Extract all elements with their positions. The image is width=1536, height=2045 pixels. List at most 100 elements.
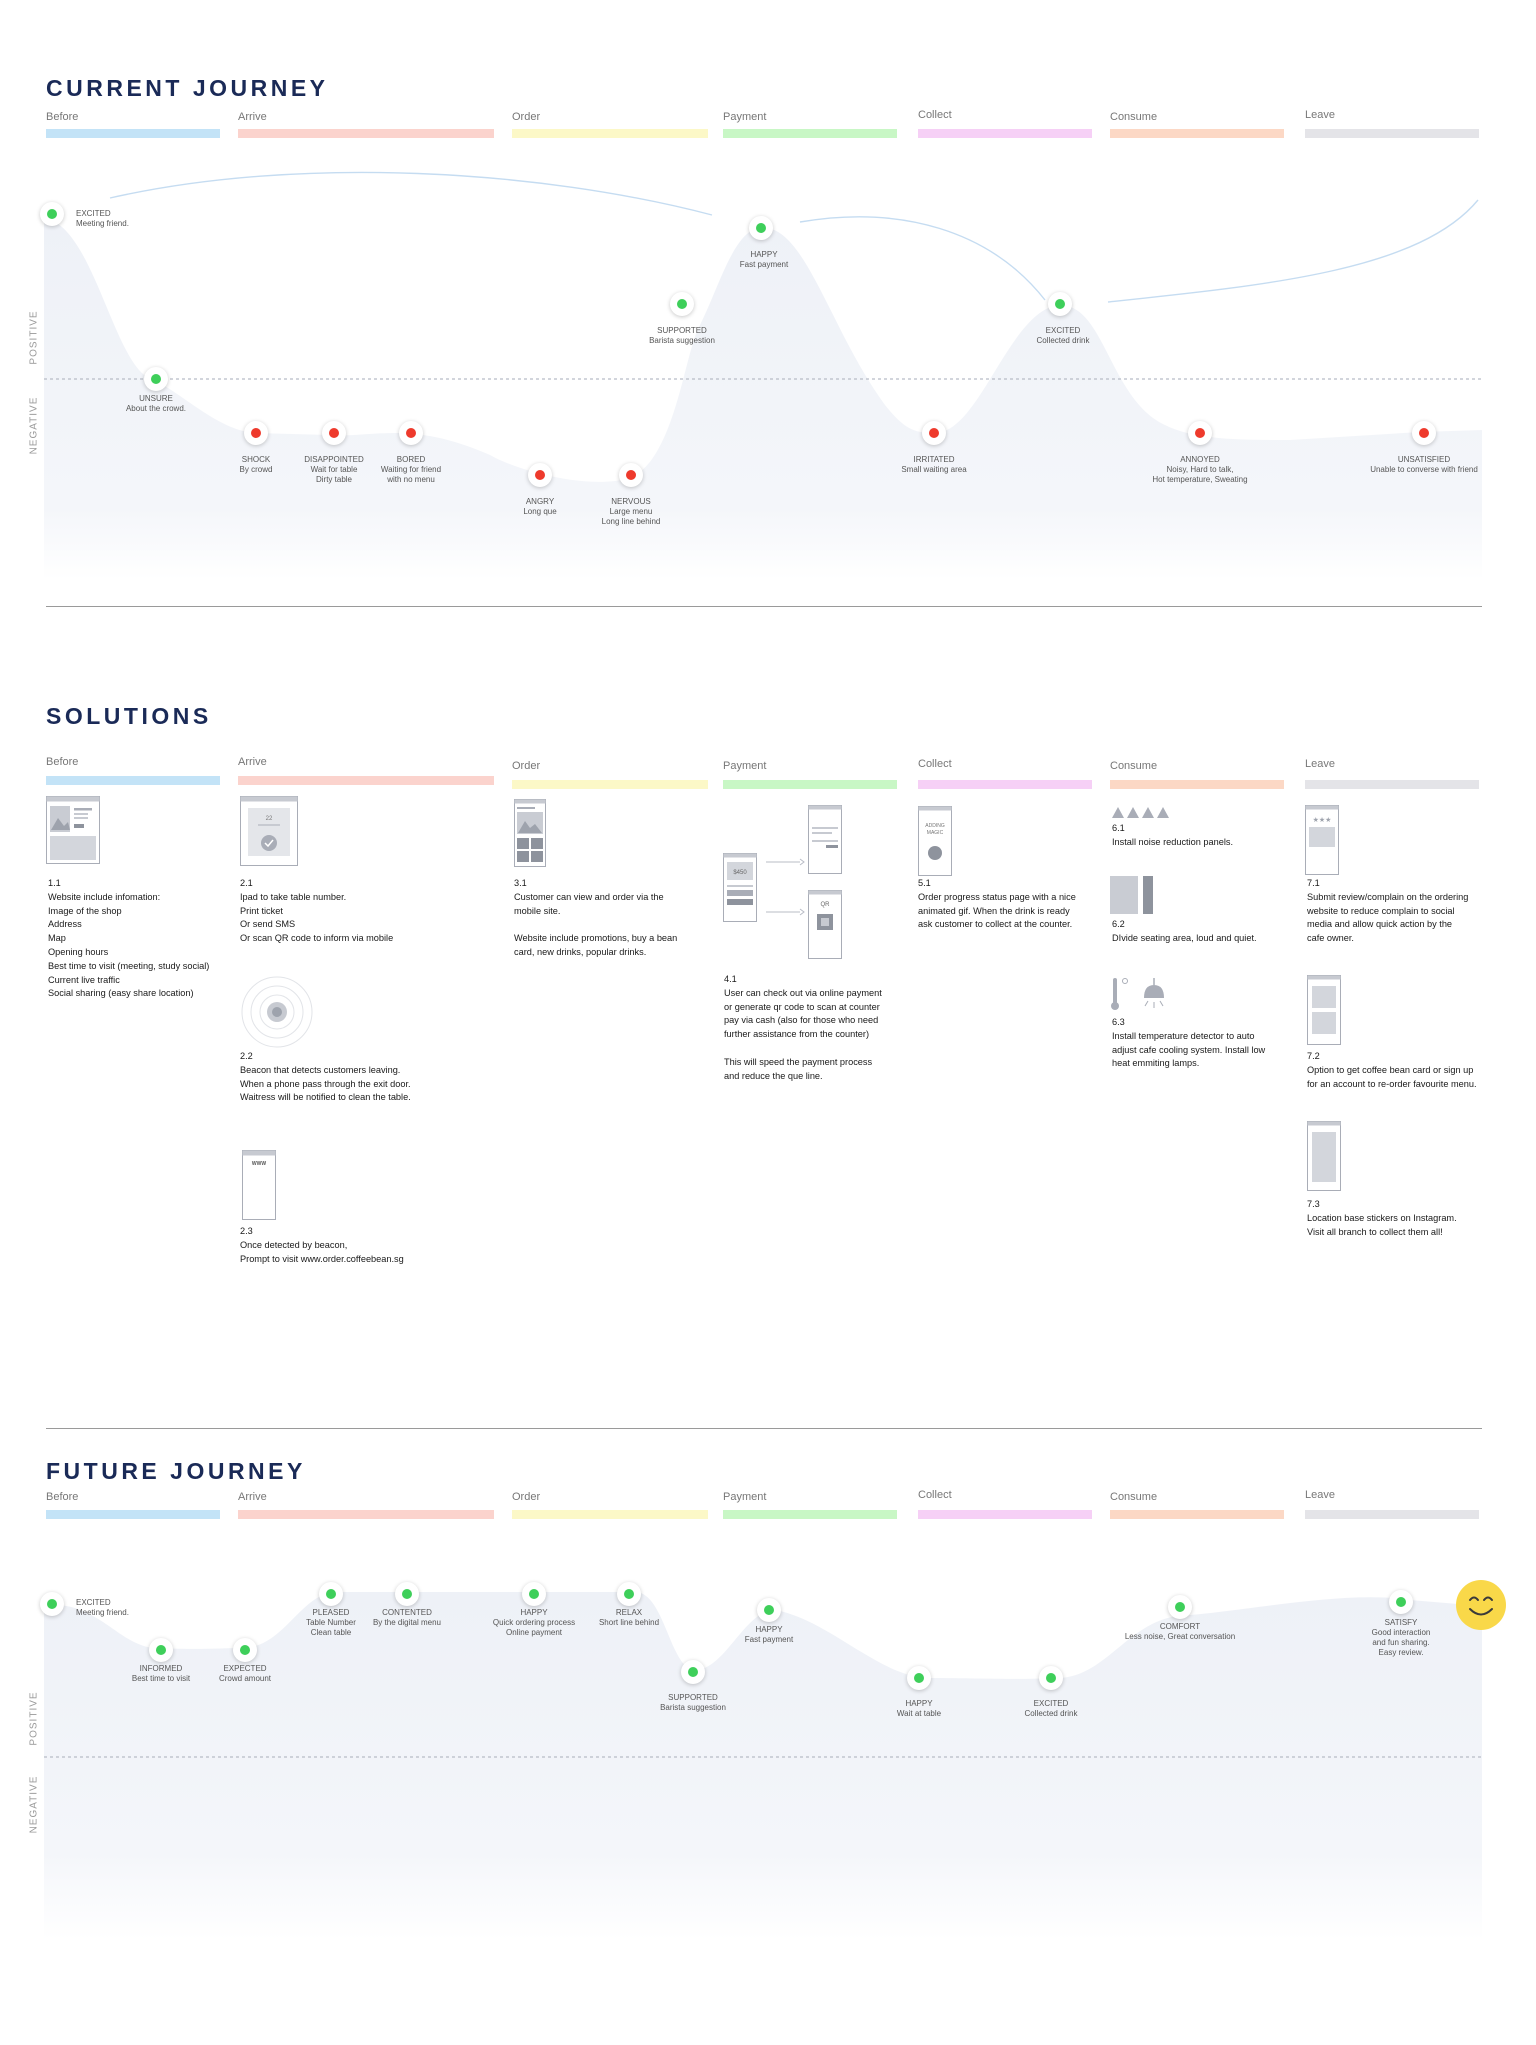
- ticket-number: 22: [266, 816, 273, 822]
- future-point-label: EXCITED Meeting friend.: [76, 1598, 129, 1617]
- stage-label-before: Before: [46, 1491, 79, 1503]
- future-point-label: RELAX Short line behind: [598, 1608, 660, 1627]
- current-axis-positive: POSITIVE: [28, 310, 40, 365]
- order-progress-wireframe-icon: ADDING MAGIC: [918, 806, 952, 876]
- current-ideal-line-2: [799, 216, 1046, 301]
- stage-label-before: Before: [46, 111, 79, 123]
- current-point: [322, 421, 346, 445]
- stage-label-order: Order: [512, 111, 541, 123]
- future-journey-curve: [44, 1592, 1482, 1940]
- solution-4-1: 4.1 User can check out via online paymen…: [724, 974, 882, 1081]
- stage-label-arrive: Arrive: [238, 111, 267, 123]
- solution-2-3: 2.3 Once detected by beacon, Prompt to v…: [240, 1226, 404, 1264]
- future-point: [522, 1582, 546, 1606]
- current-journey-title: CURRENT JOURNEY: [46, 75, 329, 101]
- future-point-label: EXPECTED Crowd amount: [218, 1664, 272, 1683]
- stage-bar-leave: [1305, 780, 1479, 789]
- future-point-label: CONTENTED By the digital menu: [372, 1608, 442, 1627]
- future-point: [757, 1598, 781, 1622]
- future-point-label: HAPPY Wait at table: [896, 1699, 942, 1718]
- stage-bar-arrive: [238, 776, 494, 785]
- stage-label-leave: Leave: [1305, 1489, 1335, 1501]
- future-point: [907, 1666, 931, 1690]
- stage-bar-collect: [918, 1510, 1092, 1519]
- stage-bar-order: [512, 1510, 708, 1519]
- stage-label-order: Order: [512, 760, 541, 772]
- current-point: [1412, 421, 1436, 445]
- current-point: [399, 421, 423, 445]
- solution-7-3: 7.3 Location base stickers on Instagram.…: [1307, 1199, 1457, 1237]
- future-point: [1039, 1666, 1063, 1690]
- stage-label-order: Order: [512, 1491, 541, 1503]
- current-axis-negative: NEGATIVE: [28, 396, 40, 455]
- stage-bar-consume: [1110, 1510, 1284, 1519]
- future-point: [233, 1638, 257, 1662]
- current-point: [922, 421, 946, 445]
- current-point-label: SUPPORTED Barista suggestion: [649, 326, 715, 345]
- stage-label-payment: Payment: [723, 760, 767, 772]
- current-point-label: IRRITATED Small waiting area: [901, 455, 967, 474]
- future-curve-area: [44, 1592, 1482, 1940]
- stage-bar-collect: [918, 129, 1092, 138]
- future-axis-negative: NEGATIVE: [28, 1775, 40, 1834]
- stage-label-leave: Leave: [1305, 758, 1335, 770]
- seating-divider-icon: [1110, 876, 1153, 914]
- qr-label: QR: [821, 902, 831, 908]
- current-point: [1188, 421, 1212, 445]
- current-point-label: SHOCK By crowd: [239, 455, 273, 474]
- solution-5-1: 5.1 Order progress status page with a ni…: [918, 878, 1076, 930]
- www-label: WWW: [252, 1161, 266, 1167]
- future-point-label: HAPPY Fast payment: [744, 1625, 794, 1644]
- stage-bar-order: [512, 129, 708, 138]
- stage-label-collect: Collect: [918, 1489, 952, 1501]
- current-point: [40, 202, 64, 226]
- current-point: [528, 463, 552, 487]
- temperature-lamp-icon: [1111, 978, 1164, 1010]
- website-wireframe-icon: [46, 796, 100, 864]
- stage-label-payment: Payment: [723, 111, 767, 123]
- solution-6-1: 6.1 Install noise reduction panels.: [1112, 823, 1234, 847]
- stage-label-before: Before: [46, 756, 79, 768]
- future-point-label: COMFORT Less noise, Great conversation: [1124, 1622, 1236, 1641]
- solution-3-1: 3.1 Customer can view and order via the …: [514, 878, 678, 957]
- stage-label-payment: Payment: [723, 1491, 767, 1503]
- stage-bar-order: [512, 780, 708, 789]
- current-journey-curve: [44, 171, 1482, 580]
- future-point-label: INFORMED Best time to visit: [131, 1664, 191, 1683]
- current-point: [244, 421, 268, 445]
- solution-2-2: 2.2 Beacon that detects customers leavin…: [240, 1051, 411, 1103]
- solution-6-2: 6.2 DIvide seating area, loud and quiet.: [1112, 919, 1257, 943]
- ipad-wireframe-icon: 22: [240, 796, 298, 866]
- review-wireframe-icon: ★★★: [1305, 805, 1339, 875]
- future-point: [1389, 1590, 1413, 1614]
- bean-card-wireframe-icon: [1307, 975, 1341, 1045]
- stage-label-arrive: Arrive: [238, 756, 267, 768]
- current-point-label: ANNOYED Noisy, Hard to talk, Hot temperatu…: [1152, 455, 1248, 484]
- noise-panels-icon: [1112, 807, 1169, 818]
- stage-label-consume: Consume: [1110, 760, 1158, 772]
- stage-bar-consume: [1110, 129, 1284, 138]
- future-point: [395, 1582, 419, 1606]
- future-point-label: HAPPY Quick ordering process Online paymen…: [492, 1608, 576, 1637]
- current-ideal-line-1: [109, 171, 713, 216]
- future-point: [149, 1638, 173, 1662]
- stage-label-collect: Collect: [918, 109, 952, 121]
- current-ideal-line-3: [1107, 199, 1479, 303]
- payment-flow-wireframe-icon: $450 QR: [723, 805, 842, 959]
- divider: [46, 606, 1482, 607]
- future-point: [319, 1582, 343, 1606]
- future-point: [40, 1592, 64, 1616]
- current-point-label: UNSURE About the crowd.: [125, 394, 187, 413]
- future-point-label: EXCITED Collected drink: [1024, 1699, 1078, 1718]
- stage-label-leave: Leave: [1305, 109, 1335, 121]
- solution-6-3: 6.3 Install temperature detector to auto…: [1112, 1017, 1266, 1069]
- future-point: [617, 1582, 641, 1606]
- price-label: $450: [733, 870, 747, 876]
- adding-magic-label: ADDING MAGIC: [925, 823, 945, 836]
- solutions-title: SOLUTIONS: [46, 703, 212, 729]
- phone-www-wireframe-icon: WWW: [242, 1150, 276, 1220]
- stage-bar-arrive: [238, 129, 494, 138]
- current-point-label: NERVOUS Large menu Long line behind: [601, 497, 661, 526]
- solution-1-1: 1.1 Website include infomation: Image of…: [48, 878, 210, 999]
- current-point-label: EXCITED Collected drink: [1036, 326, 1090, 345]
